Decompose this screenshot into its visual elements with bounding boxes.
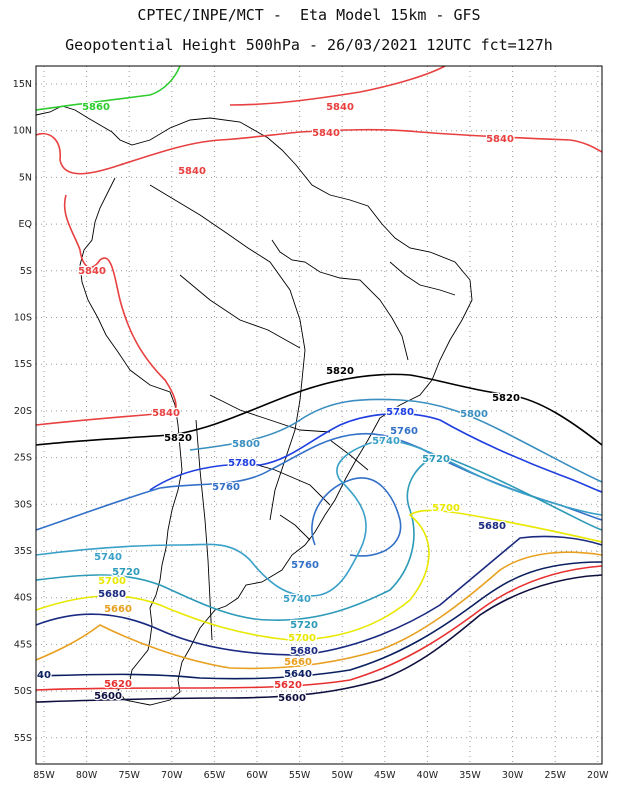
contour-label-5700: 5700	[432, 503, 460, 514]
contour-5760-inner	[311, 477, 402, 557]
lon-tick-label: 75W	[118, 770, 140, 781]
contour-5620	[36, 565, 602, 691]
contour-5840-west	[36, 194, 177, 426]
contour-label-5620: 5620	[274, 680, 302, 691]
lat-tick-label: 50S	[14, 686, 32, 697]
lon-tick-label: 30W	[502, 770, 524, 781]
contour-label-5840: 5840	[78, 266, 106, 277]
contour-label-5700: 5700	[288, 633, 316, 644]
lon-tick-label: 25W	[544, 770, 566, 781]
map-frame	[35, 65, 603, 765]
contour-label-5700: 5700	[98, 576, 126, 587]
lon-tick-label: 60W	[246, 770, 268, 781]
contour-label-5600: 5600	[278, 693, 306, 704]
contour-label-5820: 5820	[326, 366, 354, 377]
contour-5840-nw	[229, 66, 446, 106]
contour-label-5780: 5780	[386, 407, 414, 418]
lat-tick-label: 10S	[14, 313, 32, 324]
contour-5640	[36, 561, 602, 680]
lat-tick-label: 5N	[19, 172, 32, 183]
contour-label-5840: 5840	[486, 134, 514, 145]
lon-tick-label: 85W	[33, 770, 55, 781]
lon-tick-label: 20W	[587, 770, 609, 781]
lat-tick-label: 10N	[13, 126, 32, 137]
contour-label-5840: 5840	[326, 102, 354, 113]
axis-labels: 15N 10N 5N EQ 5S 10S 15S 20S 25S 30S 35S 40S 45S 50S 5…	[13, 79, 609, 781]
lat-tick-label: 30S	[14, 499, 32, 510]
lat-tick-label: 40S	[14, 593, 32, 604]
contour-label-5820: 5820	[492, 393, 520, 404]
contour-label-5840: 5840	[312, 128, 340, 139]
lon-tick-label: 80W	[76, 770, 98, 781]
contour-label-5740: 5740	[372, 436, 400, 447]
lon-tick-label: 45W	[374, 770, 396, 781]
contour-label-5740: 5740	[94, 552, 122, 563]
contour-label-5640: 40	[37, 670, 51, 681]
contour-label-5720: 5720	[290, 620, 318, 631]
lon-tick-label: 35W	[459, 770, 481, 781]
contour-label-5840: 5840	[178, 166, 206, 177]
contour-5660	[36, 551, 602, 670]
lat-tick-label: 20S	[14, 406, 32, 417]
contour-5800	[189, 398, 602, 483]
lon-tick-label: 65W	[204, 770, 226, 781]
contour-5820	[36, 373, 602, 446]
contour-5780	[149, 412, 602, 493]
contour-lines	[36, 66, 602, 703]
lat-tick-label: 15N	[13, 79, 32, 90]
contour-label-5740: 5740	[283, 594, 311, 605]
lat-tick-label: 15S	[14, 359, 32, 370]
lat-tick-label: 35S	[14, 546, 32, 557]
contour-label-5660: 5660	[104, 604, 132, 615]
contour-label-5820: 5820	[164, 433, 192, 444]
contour-label-5760: 5760	[212, 482, 240, 493]
contour-5680	[36, 535, 602, 656]
contour-5840-north	[36, 128, 602, 175]
contour-label-5720: 5720	[112, 567, 140, 578]
contour-5700	[36, 509, 602, 641]
contour-label-5840: 5840	[152, 408, 180, 419]
contour-label-5800: 5800	[232, 439, 260, 450]
contour-label-5780: 5780	[228, 458, 256, 469]
contour-5720	[36, 454, 602, 621]
lat-tick-label: EQ	[19, 219, 32, 230]
title-line-1: CPTEC/INPE/MCT - Eta Model 15km - GFS	[137, 6, 481, 24]
lat-tick-label: 25S	[14, 453, 32, 464]
contour-label-5620: 5620	[104, 679, 132, 690]
contour-labels: 5860 5840 5840 5840 5840 5840 5840 5820 5820 5820…	[36, 101, 521, 706]
contour-label-5860: 5860	[82, 102, 110, 113]
contour-label-5640: 5640	[284, 669, 312, 680]
lon-tick-label: 70W	[161, 770, 183, 781]
lat-tick-label: 45S	[14, 639, 32, 650]
contour-label-5760: 5760	[390, 426, 418, 437]
lat-tick-label: 5S	[20, 266, 32, 277]
lat-tick-label: 55S	[14, 733, 32, 744]
contour-label-5800: 5800	[460, 409, 488, 420]
contour-5600	[36, 574, 602, 703]
contour-5760	[36, 432, 602, 531]
graticule	[36, 66, 602, 764]
contour-5860	[36, 66, 181, 111]
contour-5740	[36, 439, 602, 597]
contour-label-5680: 5680	[290, 646, 318, 657]
contour-label-5720: 5720	[422, 454, 450, 465]
contour-label-5760: 5760	[291, 560, 319, 571]
contour-label-5600: 5600	[94, 691, 122, 702]
lon-tick-label: 40W	[417, 770, 439, 781]
contour-label-5680: 5680	[478, 521, 506, 532]
lon-tick-label: 50W	[331, 770, 353, 781]
lon-tick-label: 55W	[289, 770, 311, 781]
contour-label-5660: 5660	[284, 657, 312, 668]
title-line-2: Geopotential Height 500hPa - 26/03/2021 …	[65, 36, 553, 54]
contour-label-5680: 5680	[98, 589, 126, 600]
